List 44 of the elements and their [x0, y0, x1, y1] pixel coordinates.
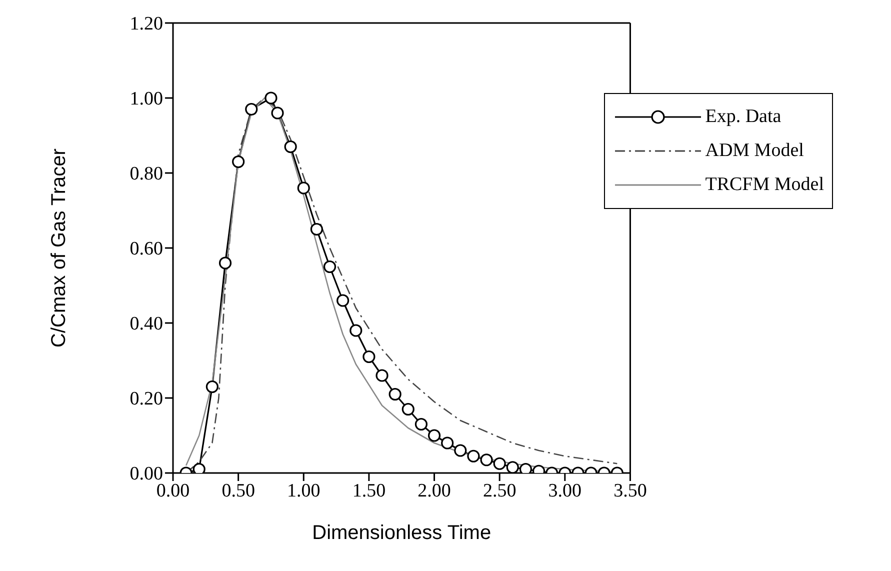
y-tick-label: 1.20 [130, 14, 163, 35]
x-tick-label: 0.50 [222, 480, 255, 502]
point [232, 155, 245, 168]
point [480, 454, 493, 466]
point [336, 294, 350, 307]
y-tick-label: 0.60 [130, 238, 163, 260]
legend-label: ADM Model [705, 140, 804, 162]
point [519, 462, 532, 473]
point [414, 418, 428, 431]
point [264, 92, 278, 104]
point [467, 450, 480, 462]
y-axis-title: C/Cmax of Gas Tracer [48, 148, 70, 348]
x-tick-label: 1.00 [287, 480, 320, 502]
point [297, 182, 310, 194]
x-tick-label: 2.50 [482, 480, 516, 502]
point [350, 324, 362, 337]
point [441, 436, 454, 450]
y-tick-label: 0.40 [130, 314, 163, 335]
point [310, 222, 323, 236]
point [245, 102, 258, 116]
y-tick-label: 0.20 [130, 388, 163, 410]
x-tick-label: 2.00 [418, 480, 451, 502]
legend-label: Exp. Data [705, 106, 782, 128]
point [206, 380, 218, 394]
x-tick-label: 3.50 [614, 480, 647, 502]
point [362, 350, 376, 364]
point [388, 388, 402, 401]
y-tick-label: 1.00 [130, 88, 163, 110]
point [428, 429, 441, 442]
point [271, 106, 284, 120]
point [454, 444, 467, 457]
point [376, 369, 388, 382]
point [402, 402, 414, 416]
x-axis-title: Dimensionless Time [312, 522, 492, 544]
x-tick-label: 1.50 [352, 480, 386, 502]
legend-label: TRCFM Model [705, 174, 824, 196]
point [506, 461, 519, 473]
point [284, 140, 297, 154]
y-tick-label: 0.80 [130, 164, 163, 185]
point [323, 260, 336, 274]
point [192, 462, 206, 473]
point [218, 256, 232, 270]
x-tick-label: 3.00 [548, 480, 582, 502]
point [493, 457, 506, 470]
